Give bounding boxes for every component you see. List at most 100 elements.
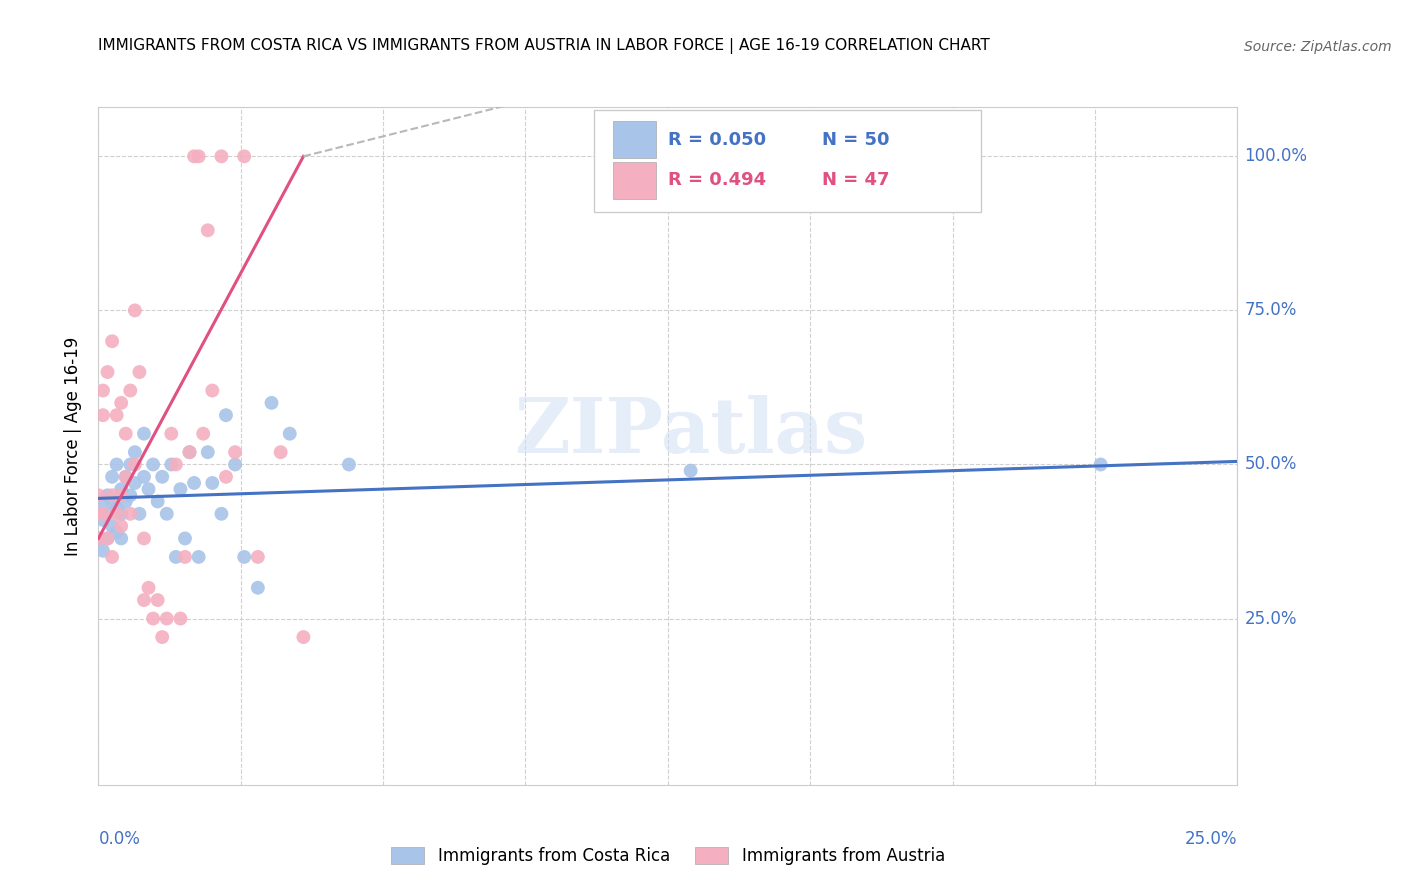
Immigrants from Austria <box>138 581 160 595</box>
Immigrants from Austria <box>150 630 173 644</box>
Immigrants from Costa Rica <box>120 488 142 502</box>
Immigrants from Austria <box>193 426 215 441</box>
Immigrants from Costa Rica <box>150 470 173 484</box>
Immigrants from Austria <box>101 549 124 564</box>
Immigrants from Austria <box>132 593 155 607</box>
Immigrants from Austria <box>201 384 224 398</box>
Immigrants from Costa Rica <box>201 475 224 490</box>
Immigrants from Costa Rica <box>105 500 128 515</box>
Immigrants from Costa Rica <box>91 494 114 508</box>
Immigrants from Austria <box>233 149 256 163</box>
Y-axis label: In Labor Force | Age 16-19: In Labor Force | Age 16-19 <box>65 336 83 556</box>
Text: 75.0%: 75.0% <box>1244 301 1296 319</box>
Immigrants from Austria <box>114 470 136 484</box>
Text: 25.0%: 25.0% <box>1185 830 1237 847</box>
Immigrants from Costa Rica <box>142 458 165 472</box>
Immigrants from Austria <box>246 549 269 564</box>
Immigrants from Costa Rica <box>96 507 118 521</box>
FancyBboxPatch shape <box>593 111 981 212</box>
Immigrants from Austria <box>142 611 165 625</box>
Immigrants from Costa Rica <box>110 507 132 521</box>
Immigrants from Costa Rica <box>128 507 150 521</box>
Immigrants from Costa Rica <box>114 494 136 508</box>
Immigrants from Austria <box>270 445 292 459</box>
Immigrants from Costa Rica <box>187 549 209 564</box>
Immigrants from Costa Rica <box>124 475 146 490</box>
Immigrants from Austria <box>120 507 142 521</box>
Immigrants from Costa Rica <box>110 532 132 546</box>
Immigrants from Costa Rica <box>132 470 155 484</box>
Immigrants from Austria <box>165 458 187 472</box>
Immigrants from Austria <box>91 384 114 398</box>
FancyBboxPatch shape <box>613 121 657 158</box>
Text: Source: ZipAtlas.com: Source: ZipAtlas.com <box>1244 39 1392 54</box>
Text: 50.0%: 50.0% <box>1244 456 1296 474</box>
Immigrants from Costa Rica <box>209 507 232 521</box>
Immigrants from Costa Rica <box>260 396 283 410</box>
Immigrants from Costa Rica <box>246 581 269 595</box>
Immigrants from Austria <box>87 488 110 502</box>
Immigrants from Austria <box>183 149 205 163</box>
Immigrants from Costa Rica <box>87 507 110 521</box>
Text: 0.0%: 0.0% <box>98 830 141 847</box>
Immigrants from Austria <box>124 458 146 472</box>
Immigrants from Costa Rica <box>105 458 128 472</box>
Immigrants from Costa Rica <box>101 494 124 508</box>
Immigrants from Austria <box>169 611 191 625</box>
Immigrants from Austria <box>215 470 238 484</box>
Immigrants from Costa Rica <box>91 513 114 527</box>
Immigrants from Costa Rica <box>278 426 301 441</box>
Immigrants from Costa Rica <box>120 458 142 472</box>
Immigrants from Costa Rica <box>197 445 219 459</box>
Text: ZIPatlas: ZIPatlas <box>515 395 868 469</box>
Immigrants from Costa Rica <box>110 482 132 496</box>
Immigrants from Costa Rica <box>124 445 146 459</box>
Immigrants from Costa Rica <box>91 543 114 558</box>
Immigrants from Austria <box>105 408 128 422</box>
Immigrants from Austria <box>128 365 150 379</box>
Immigrants from Costa Rica <box>679 464 702 478</box>
Immigrants from Austria <box>91 507 114 521</box>
Text: 25.0%: 25.0% <box>1244 609 1296 628</box>
Immigrants from Austria <box>179 445 201 459</box>
Immigrants from Costa Rica <box>156 507 179 521</box>
Immigrants from Costa Rica <box>87 532 110 546</box>
Text: R = 0.050: R = 0.050 <box>668 130 766 149</box>
Immigrants from Austria <box>87 532 110 546</box>
Immigrants from Austria <box>101 488 124 502</box>
FancyBboxPatch shape <box>613 161 657 199</box>
Text: IMMIGRANTS FROM COSTA RICA VS IMMIGRANTS FROM AUSTRIA IN LABOR FORCE | AGE 16-19: IMMIGRANTS FROM COSTA RICA VS IMMIGRANTS… <box>98 37 990 54</box>
Text: N = 47: N = 47 <box>821 171 889 189</box>
Immigrants from Costa Rica <box>132 426 155 441</box>
Immigrants from Austria <box>87 507 110 521</box>
Immigrants from Costa Rica <box>101 470 124 484</box>
Immigrants from Austria <box>101 334 124 349</box>
Immigrants from Costa Rica <box>96 488 118 502</box>
Immigrants from Costa Rica <box>179 445 201 459</box>
Immigrants from Costa Rica <box>337 458 360 472</box>
Text: N = 50: N = 50 <box>821 130 889 149</box>
Immigrants from Austria <box>132 532 155 546</box>
Immigrants from Austria <box>187 149 209 163</box>
Immigrants from Costa Rica <box>233 549 256 564</box>
Immigrants from Austria <box>96 365 118 379</box>
Text: 100.0%: 100.0% <box>1244 147 1308 165</box>
Immigrants from Austria <box>120 384 142 398</box>
Legend: Immigrants from Costa Rica, Immigrants from Austria: Immigrants from Costa Rica, Immigrants f… <box>384 840 952 871</box>
Immigrants from Austria <box>110 519 132 533</box>
Immigrants from Costa Rica <box>96 532 118 546</box>
Text: R = 0.494: R = 0.494 <box>668 171 766 189</box>
Immigrants from Costa Rica <box>138 482 160 496</box>
Immigrants from Costa Rica <box>174 532 197 546</box>
Immigrants from Austria <box>197 223 219 237</box>
Immigrants from Costa Rica <box>183 475 205 490</box>
Immigrants from Austria <box>96 532 118 546</box>
Immigrants from Costa Rica <box>101 519 124 533</box>
Immigrants from Austria <box>209 149 232 163</box>
Immigrants from Austria <box>160 426 183 441</box>
Immigrants from Costa Rica <box>1090 458 1112 472</box>
Immigrants from Austria <box>91 408 114 422</box>
Immigrants from Austria <box>224 445 246 459</box>
Immigrants from Austria <box>114 426 136 441</box>
Immigrants from Austria <box>174 549 197 564</box>
